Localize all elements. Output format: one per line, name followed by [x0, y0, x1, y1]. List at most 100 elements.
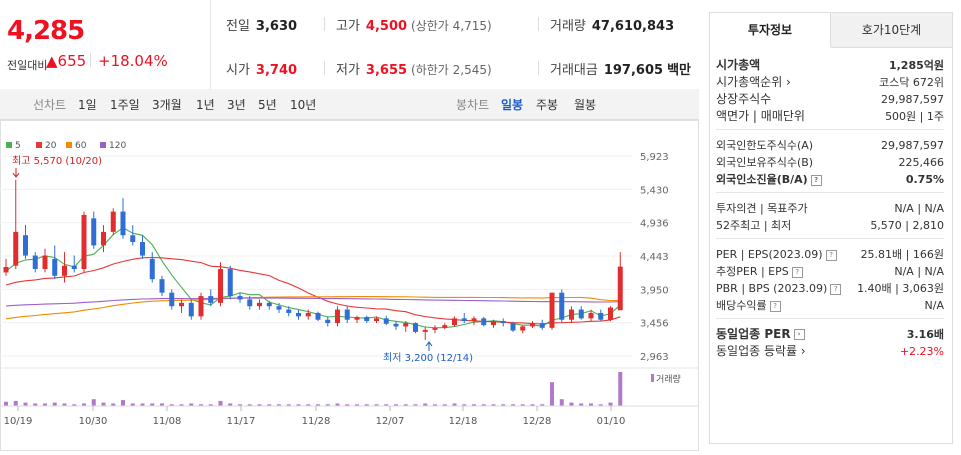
candle-body: [237, 296, 243, 300]
legend-label: 5: [15, 141, 21, 151]
candle-body: [344, 309, 350, 320]
y-tick-label: 2,963: [640, 352, 669, 363]
candle-body: [130, 235, 136, 243]
period-1w-button[interactable]: 1주일: [110, 98, 140, 112]
legend-swatch: [36, 142, 42, 148]
candle-body: [598, 312, 604, 320]
y-tick-label: 4,936: [640, 219, 669, 230]
volume-bar: [608, 402, 613, 406]
help-icon[interactable]: ›: [793, 329, 805, 340]
candle-body: [403, 323, 409, 327]
period-3m-button[interactable]: 3개월: [152, 98, 182, 112]
volume-bar: [384, 404, 389, 406]
x-tick-label: 11/08: [153, 416, 182, 427]
x-tick-label: 11/17: [227, 416, 256, 427]
low-arrow-icon: [425, 341, 433, 351]
candle-body: [227, 269, 233, 297]
volume-bar: [559, 399, 564, 406]
candle-monthly-button[interactable]: 월봉: [574, 98, 597, 112]
panel-row-value: 25.81배 | 166원: [860, 248, 944, 261]
candle-body: [617, 266, 623, 311]
price-chart[interactable]: 5 20 60 120 5,923 5,430 4,936 4,443 3,950 3,456 2,…: [0, 120, 699, 451]
candle-body: [101, 231, 106, 246]
volume-legend-swatch: [651, 374, 654, 382]
volume-bar: [247, 404, 252, 406]
volume-bar: [277, 404, 281, 406]
volume-bar: [208, 404, 213, 406]
legend-label: 60: [75, 141, 87, 151]
panel-row: PER | EPS(2023.09)? 25.81배 | 166원: [716, 246, 944, 263]
panel-row-label: PER | EPS(2023.09)?: [716, 246, 837, 263]
help-icon[interactable]: ?: [830, 283, 842, 295]
candle-body: [208, 296, 214, 303]
help-icon[interactable]: ?: [791, 266, 803, 278]
volume-bar: [267, 404, 272, 406]
panel-row-label: 외국인한도주식수(A): [716, 139, 814, 152]
period-5y-button[interactable]: 5년: [258, 98, 277, 112]
candle-body: [159, 279, 165, 293]
volume-bar: [491, 404, 496, 406]
volume-bar: [433, 404, 437, 406]
panel-row-label: 동일업종 등락률 ›: [716, 344, 806, 358]
volume-bar: [33, 403, 38, 406]
volume-bar: [374, 404, 379, 406]
x-tick-label: 12/07: [376, 416, 405, 427]
candle-body: [335, 309, 340, 324]
volume-bar: [13, 400, 18, 406]
volume-bar: [130, 403, 135, 406]
panel-divider: [716, 318, 944, 319]
high-annotation: 최고 5,570 (10/20): [12, 155, 102, 167]
candle-daily-button[interactable]: 일봉: [501, 98, 524, 112]
help-icon[interactable]: ?: [810, 174, 822, 186]
volume-bar: [579, 403, 584, 406]
candle-body: [140, 242, 145, 256]
volume-bar: [169, 404, 174, 406]
volume-bar: [179, 404, 184, 406]
candle-body: [520, 326, 526, 331]
volume-bar: [62, 403, 67, 406]
panel-row-value: 5,570 | 2,810: [870, 219, 944, 232]
panel-row-value: N/A | N/A: [894, 265, 944, 278]
panel-row: 추정PER | EPS? N/A | N/A: [716, 263, 944, 280]
period-1d-button[interactable]: 1일: [78, 98, 97, 112]
period-3y-button[interactable]: 3년: [227, 98, 246, 112]
panel-row-value: N/A | N/A: [894, 202, 944, 215]
candle-body: [81, 214, 87, 270]
panel-divider: [716, 192, 944, 193]
moving-average-line: [5, 256, 621, 325]
candle-body: [491, 321, 496, 326]
volume-bar: [4, 401, 8, 406]
candle-body: [276, 306, 282, 310]
panel-row: 외국인한도주식수(A) 29,987,597: [716, 137, 944, 154]
volume-bar: [472, 404, 476, 406]
help-icon[interactable]: ?: [825, 249, 837, 261]
panel-row: 52주최고 | 최저 5,570 | 2,810: [716, 217, 944, 234]
panel-row-label: 52주최고 | 최저: [716, 219, 792, 232]
panel-row-value: N/A: [924, 299, 944, 312]
candle-body: [3, 267, 9, 273]
candle-chart-label: 봉차트: [456, 98, 490, 112]
candle-body: [530, 323, 535, 327]
panel-divider: [716, 238, 944, 239]
help-icon[interactable]: ?: [769, 300, 781, 312]
candle-body: [374, 318, 379, 322]
panel-row: 시가총액순위 › 코스닥 672위: [716, 74, 944, 91]
panel-row-value: 코스닥 672위: [879, 76, 944, 89]
volume-bar: [228, 403, 233, 406]
period-1y-button[interactable]: 1년: [196, 98, 215, 112]
x-tick-label: 10/30: [79, 416, 108, 427]
x-tick-label: 11/28: [302, 416, 331, 427]
y-tick-label: 5,430: [640, 185, 669, 196]
panel-row: 외국인소진율(B/A)? 0.75%: [716, 171, 944, 188]
candle-weekly-button[interactable]: 주봉: [536, 98, 559, 112]
tab-order-book[interactable]: 호가10단계: [831, 13, 952, 48]
candle-body: [247, 299, 253, 307]
x-tick-label: 10/19: [4, 416, 33, 427]
volume-bar: [355, 404, 359, 406]
tab-investment-info[interactable]: 투자정보: [710, 13, 831, 47]
period-10y-button[interactable]: 10년: [290, 98, 317, 112]
candle-body: [569, 309, 574, 320]
panel-row-value: 3.16배: [906, 328, 944, 341]
panel-row-label: 외국인소진율(B/A)?: [716, 171, 822, 188]
legend-label: 120: [109, 141, 126, 151]
